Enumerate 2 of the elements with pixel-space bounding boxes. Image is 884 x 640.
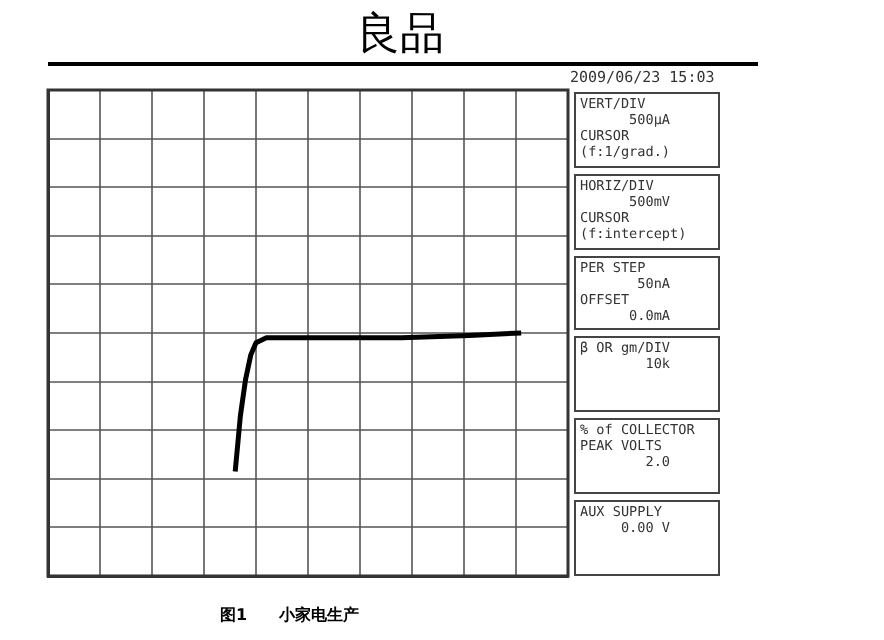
caption: 图1 小家电生产 — [220, 604, 360, 626]
chart-title: 良品 — [354, 8, 446, 64]
